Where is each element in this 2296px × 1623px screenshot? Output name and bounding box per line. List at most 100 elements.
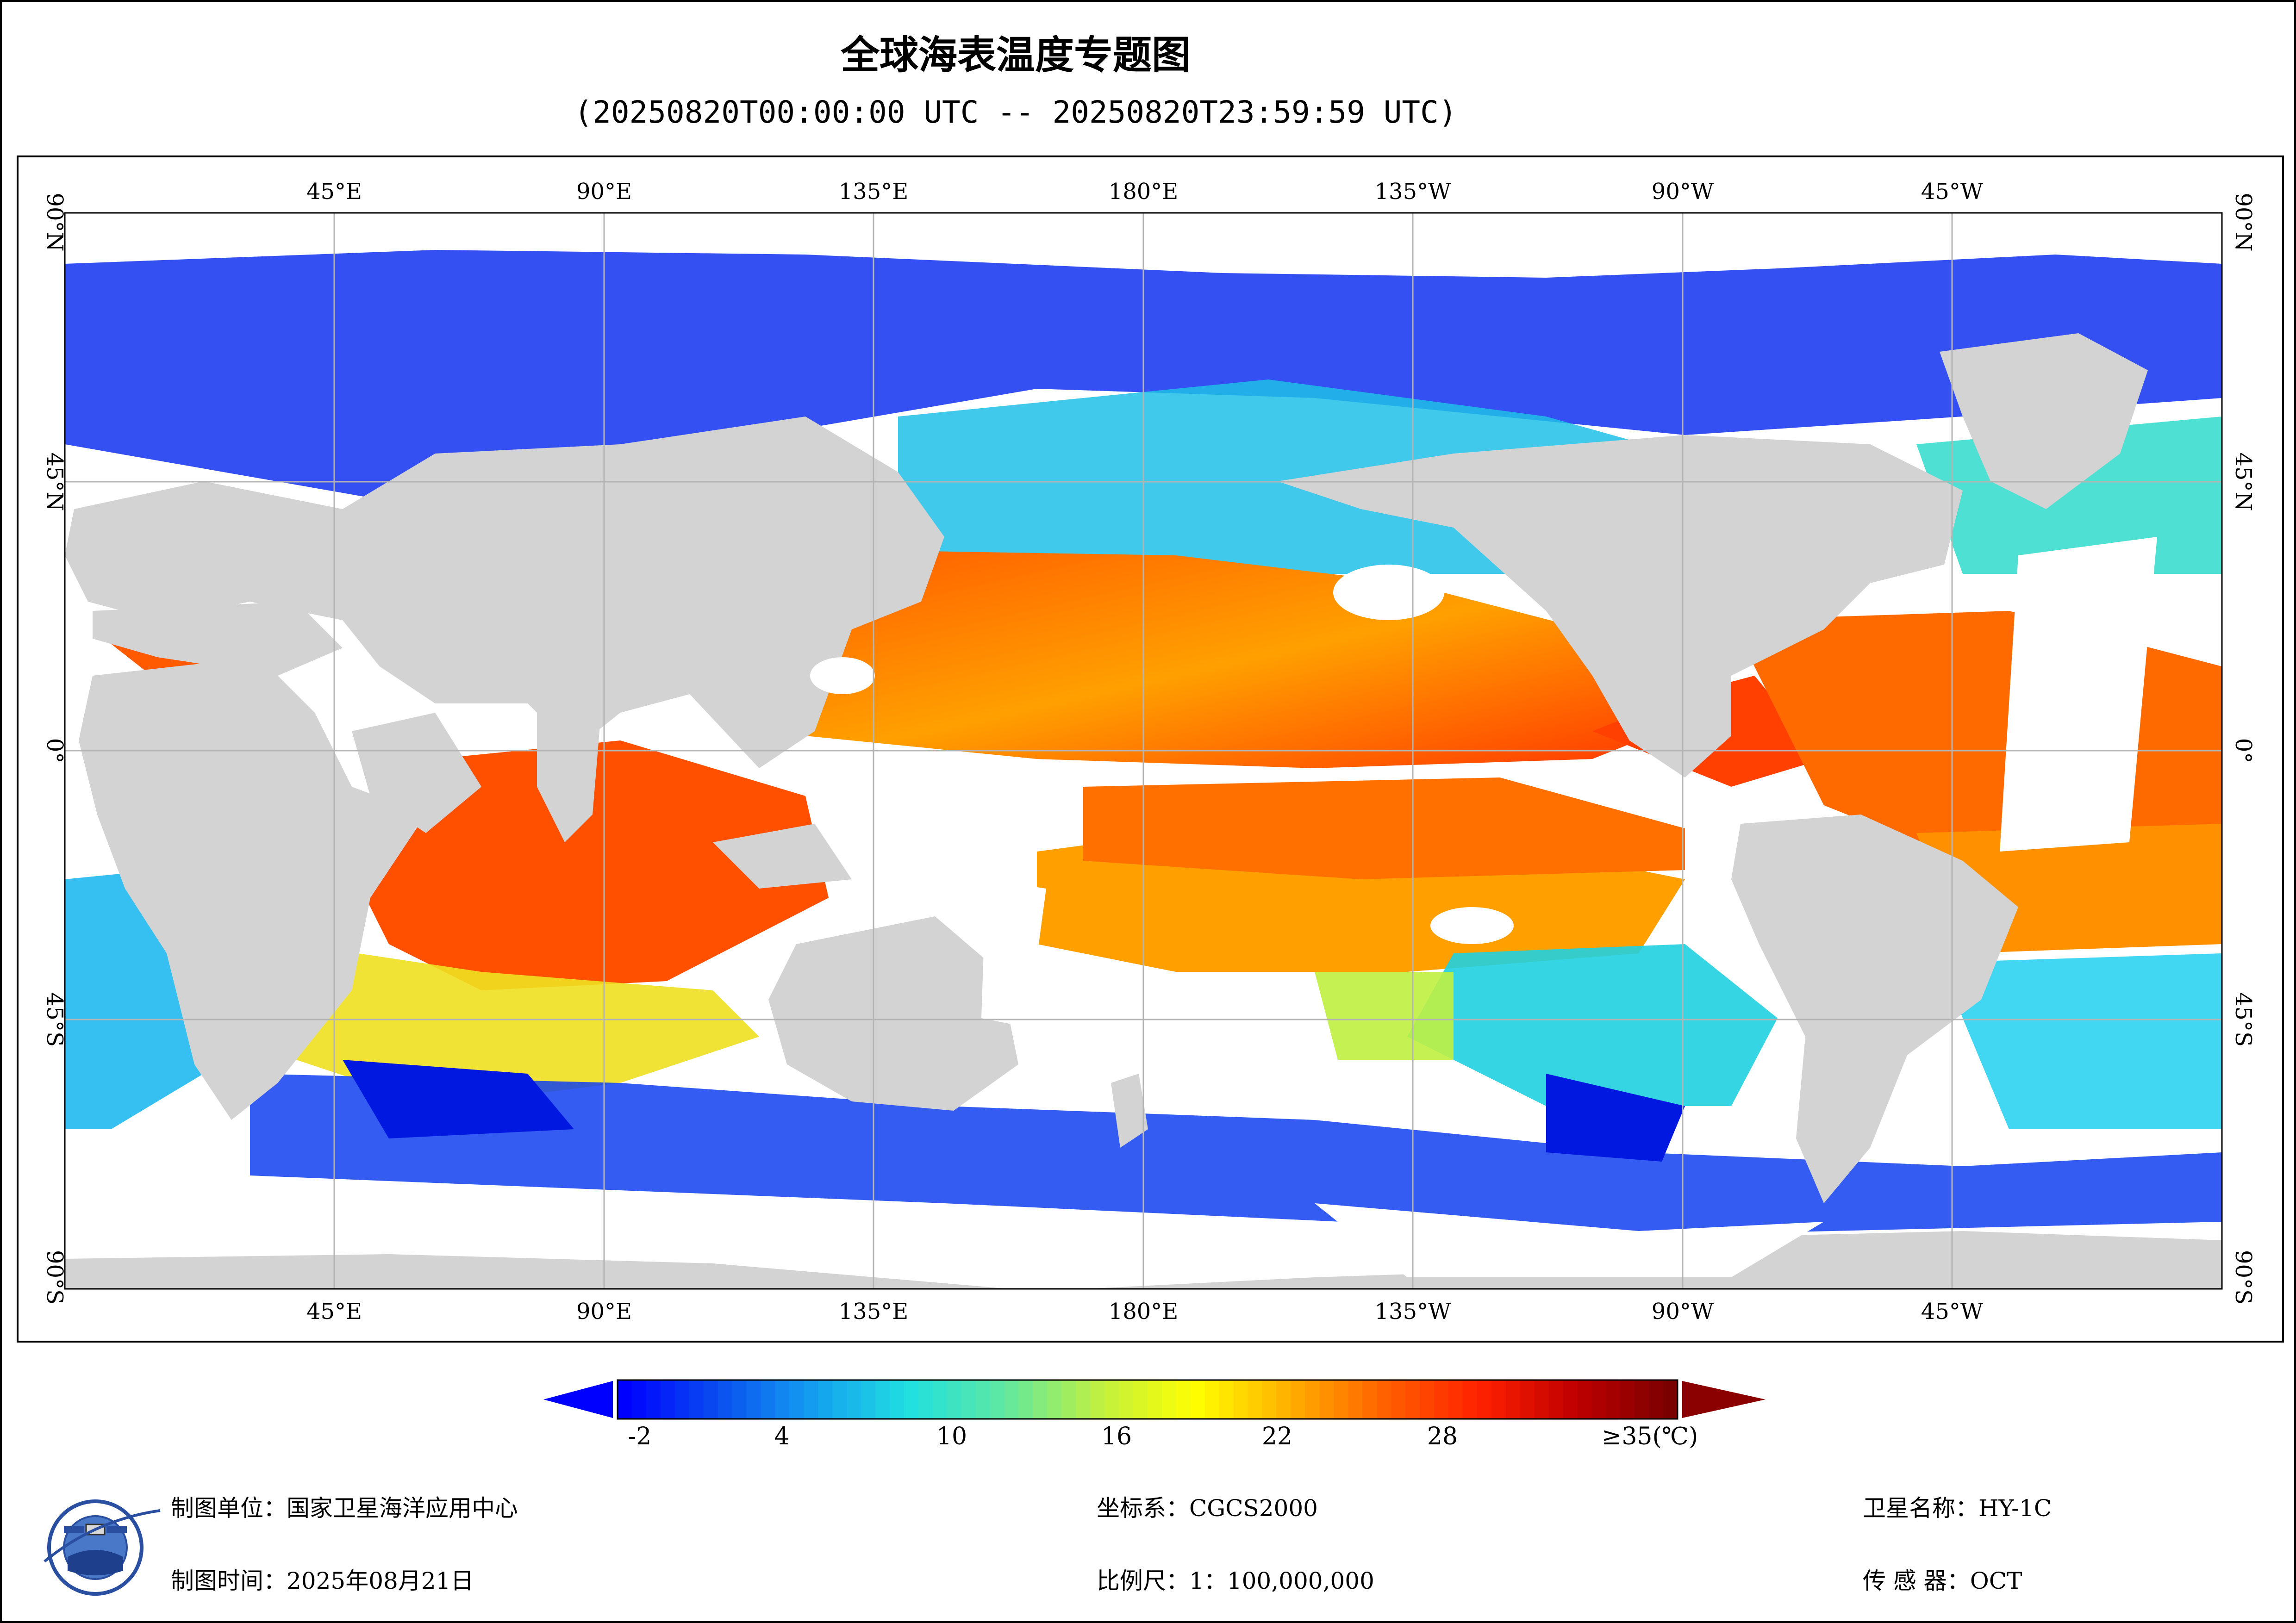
- colorbar-cell: [1635, 1380, 1650, 1419]
- lon-label: 45°W: [1921, 1299, 1984, 1325]
- colorbar-cell: [1520, 1380, 1535, 1419]
- satellite-name: 卫星名称：HY-1C: [1863, 1495, 2052, 1522]
- colorbar-cell: [1563, 1380, 1578, 1419]
- colorbar-cell: [746, 1380, 761, 1419]
- colorbar-cell: [646, 1380, 661, 1419]
- colorbar-cell: [1377, 1380, 1392, 1419]
- colorbar-cell: [1649, 1380, 1664, 1419]
- colorbar-cell: [1090, 1380, 1105, 1419]
- colorbar-cell: [1276, 1380, 1292, 1419]
- colorbar-cells: [618, 1380, 1678, 1419]
- lat-label: 90°S: [42, 1250, 68, 1305]
- colorbar-cell: [875, 1380, 890, 1419]
- lon-label: 180°E: [1109, 179, 1179, 205]
- colorbar-tick-label: 22: [1261, 1423, 1293, 1450]
- colorbar-cell: [975, 1380, 991, 1419]
- production-date: 制图时间：2025年08月21日: [171, 1567, 474, 1594]
- colorbar-cell: [1477, 1380, 1492, 1419]
- colorbar-cell: [918, 1380, 933, 1419]
- colorbar-cell: [1548, 1380, 1564, 1419]
- sst-field: [65, 250, 2222, 1289]
- colorbar-cell: [1076, 1380, 1091, 1419]
- lon-label: 135°W: [1375, 179, 1452, 205]
- lat-label: 0°: [42, 738, 68, 764]
- colorbar-cell: [1405, 1380, 1420, 1419]
- colorbar-cell: [1119, 1380, 1134, 1419]
- lon-label: 135°W: [1375, 1299, 1452, 1325]
- sensor-name: 传 感 器：OCT: [1863, 1567, 2022, 1594]
- colorbar-tick-label: 28: [1427, 1423, 1458, 1450]
- lat-label: 45°S: [2230, 992, 2256, 1047]
- colorbar-cell: [947, 1380, 962, 1419]
- colorbar-cell: [1133, 1380, 1148, 1419]
- lon-label: 90°W: [1652, 1299, 1714, 1325]
- colorbar-cell: [1061, 1380, 1077, 1419]
- colorbar-cell: [1462, 1380, 1478, 1419]
- lon-label: 90°W: [1652, 179, 1714, 205]
- colorbar-cell: [1190, 1380, 1205, 1419]
- colorbar-cell: [1491, 1380, 1506, 1419]
- no-data-areas: [810, 537, 2157, 1277]
- colorbar-cell: [847, 1380, 862, 1419]
- colorbar-cell: [631, 1380, 647, 1419]
- colorbar-cell: [1161, 1380, 1177, 1419]
- bottom-lon-labels: 45°E 90°E 135°E 180°E 135°W 90°W 45°W: [306, 1299, 1984, 1325]
- colorbar-cell: [961, 1380, 976, 1419]
- land: [65, 333, 2222, 1289]
- map-neatline: [64, 212, 2223, 1290]
- lon-label: 45°E: [306, 1299, 362, 1325]
- right-lat-labels: 90°N 45°N 0° 45°S 90°S: [2230, 193, 2256, 1305]
- colorbar-cell: [1004, 1380, 1019, 1419]
- colorbar-cell: [1448, 1380, 1463, 1419]
- colorbar-over-arrow: [1682, 1381, 1766, 1418]
- colorbar-cell: [889, 1380, 905, 1419]
- colorbar-cell: [1620, 1380, 1635, 1419]
- lon-label: 135°E: [839, 1299, 909, 1325]
- lat-label: 90°S: [2230, 1250, 2256, 1305]
- lon-label: 135°E: [839, 179, 909, 205]
- colorbar-cell: [1348, 1380, 1363, 1419]
- time-range: (20250820T00:00:00 UTC -- 20250820T23:59…: [574, 94, 1457, 130]
- colorbar-cell: [1033, 1380, 1048, 1419]
- colorbar-cell: [689, 1380, 704, 1419]
- colorbar-cell: [1434, 1380, 1449, 1419]
- colorbar-tick-label: -2: [628, 1423, 652, 1450]
- colorbar-cell: [775, 1380, 790, 1419]
- lon-label: 90°E: [576, 1299, 632, 1325]
- lat-label: 45°N: [42, 452, 68, 511]
- colorbar-outline: [617, 1379, 1678, 1420]
- colorbar: [543, 1379, 1766, 1420]
- colorbar-cell: [1591, 1380, 1607, 1419]
- colorbar-cell: [990, 1380, 1005, 1419]
- colorbar-cell: [818, 1380, 833, 1419]
- graticule: [65, 213, 2222, 1289]
- colorbar-cell: [732, 1380, 747, 1419]
- colorbar-cell: [1018, 1380, 1034, 1419]
- colorbar-cell: [1262, 1380, 1277, 1419]
- coordinate-system: 坐标系：CGCS2000: [1097, 1495, 1318, 1522]
- colorbar-cell: [1047, 1380, 1062, 1419]
- colorbar-cell: [789, 1380, 805, 1419]
- map-title: 全球海表温度专题图: [840, 32, 1191, 78]
- colorbar-cell: [1391, 1380, 1406, 1419]
- colorbar-cell: [1505, 1380, 1521, 1419]
- lat-label: 90°N: [2230, 193, 2256, 251]
- producer-unit: 制图单位：国家卫星海洋应用中心: [171, 1495, 518, 1522]
- lon-label: 45°W: [1921, 179, 1984, 205]
- colorbar-cell: [761, 1380, 776, 1419]
- colorbar-cell: [932, 1380, 948, 1419]
- colorbar-cell: [1104, 1380, 1120, 1419]
- nsoas-logo: [44, 1499, 161, 1596]
- colorbar-cell: [904, 1380, 919, 1419]
- colorbar-cell: [660, 1380, 675, 1419]
- colorbar-cell: [1334, 1380, 1349, 1419]
- colorbar-cell: [804, 1380, 819, 1419]
- colorbar-cell: [618, 1380, 632, 1419]
- colorbar-cell: [1362, 1380, 1378, 1419]
- colorbar-cell: [1204, 1380, 1220, 1419]
- map-scale: 比例尺：1：100,000,000: [1097, 1567, 1374, 1594]
- colorbar-cell: [1219, 1380, 1234, 1419]
- lon-label: 90°E: [576, 179, 632, 205]
- sst-map: 45°E 90°E 135°E 180°E 135°W 90°W 45°W 45…: [42, 179, 2256, 1325]
